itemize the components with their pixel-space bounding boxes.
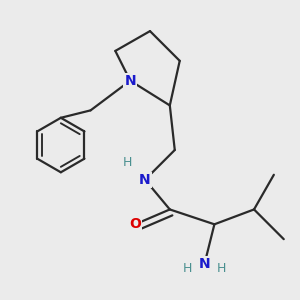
- Text: H: H: [217, 262, 226, 275]
- Text: N: N: [199, 257, 210, 271]
- Text: O: O: [129, 217, 141, 231]
- Text: N: N: [124, 74, 136, 88]
- Text: N: N: [139, 173, 151, 187]
- Text: H: H: [123, 156, 132, 169]
- Text: H: H: [182, 262, 192, 275]
